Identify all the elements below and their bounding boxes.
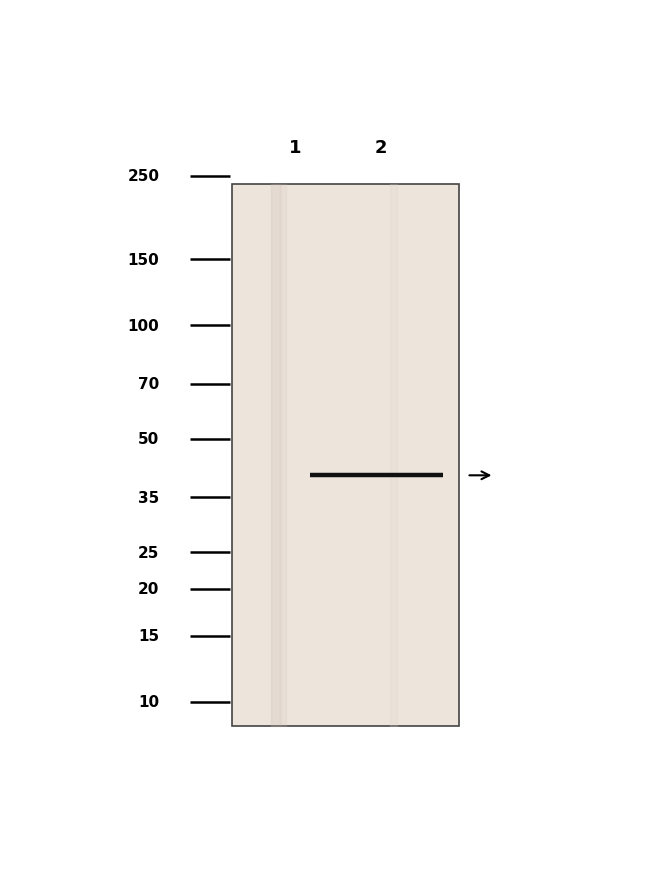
Text: 1: 1 <box>289 139 302 156</box>
Text: 250: 250 <box>127 169 159 184</box>
Bar <box>233 184 459 726</box>
Text: 70: 70 <box>138 377 159 392</box>
Text: 150: 150 <box>127 252 159 268</box>
Text: 100: 100 <box>127 319 159 334</box>
Text: 2: 2 <box>375 139 387 156</box>
Text: 20: 20 <box>138 581 159 596</box>
Text: 35: 35 <box>138 490 159 505</box>
Text: 25: 25 <box>138 545 159 560</box>
Text: 15: 15 <box>138 628 159 643</box>
Text: 50: 50 <box>138 432 159 447</box>
Text: 10: 10 <box>138 694 159 710</box>
